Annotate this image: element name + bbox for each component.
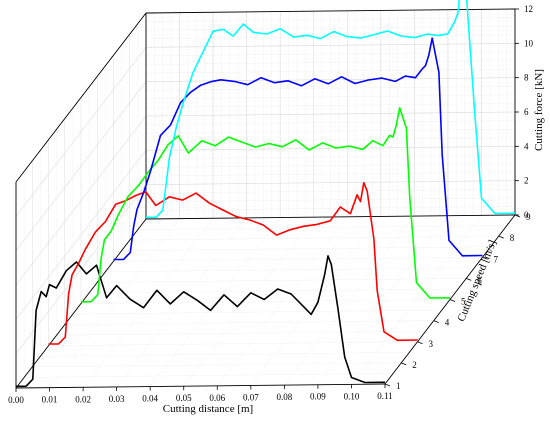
- x-tick-label: 0.01: [42, 395, 58, 405]
- back-wall-fine-gridline: [145, 51, 516, 57]
- z-tick-label: 2: [524, 176, 529, 186]
- y-tick-mark: [466, 278, 472, 281]
- back-wall-fine-gridline: [145, 128, 516, 134]
- y-tick-mark: [449, 299, 456, 302]
- series-line-speed-9: [145, 0, 516, 219]
- floor-gridline: [64, 320, 434, 325]
- back-wall-fine-gridline: [145, 171, 516, 177]
- z-tick-label: 12: [524, 4, 533, 14]
- x-tick-label: 0.02: [75, 394, 91, 404]
- floor-gridline: [32, 362, 402, 368]
- axis-frame-edge: [15, 218, 147, 389]
- back-wall-fine-gridline: [145, 154, 516, 160]
- floor-gridline: [24, 373, 394, 378]
- back-wall-gridline: [145, 77, 516, 82]
- y-tick-mark: [384, 383, 391, 387]
- floor-gridline: [113, 257, 483, 262]
- back-wall-fine-gridline: [145, 60, 516, 65]
- back-wall-fine-gridline: [145, 163, 516, 168]
- series-line-speed-5: [80, 107, 451, 303]
- y-tick-label: 2: [412, 360, 417, 370]
- x-axis-label: Cutting distance [m]: [163, 403, 253, 415]
- back-wall-fine-gridline: [145, 34, 516, 39]
- back-wall-fine-gridline: [145, 25, 516, 31]
- y-tick-mark: [498, 235, 504, 239]
- back-wall-fine-gridline: [145, 189, 516, 194]
- z-tick-label: 10: [524, 38, 534, 48]
- floor-gridline: [97, 278, 467, 283]
- back-wall-fine-gridline: [145, 206, 516, 211]
- back-wall-gridline: [145, 43, 516, 48]
- floor-gridline: [56, 330, 426, 336]
- back-wall-fine-gridline: [145, 137, 516, 142]
- z-tick-label: 0: [524, 210, 529, 220]
- chart-frame: [15, 8, 516, 389]
- axis-frame-edge: [15, 12, 147, 183]
- floor-gridline: [89, 288, 459, 294]
- y-tick-label: 9: [526, 212, 531, 222]
- z-tick-label: 6: [524, 107, 529, 117]
- back-wall-fine-gridline: [145, 86, 516, 91]
- y-tick-mark: [433, 320, 439, 323]
- back-wall-fine-gridline: [145, 120, 516, 125]
- back-wall-gridline: [145, 111, 516, 117]
- x-tick-label: 0.10: [344, 391, 360, 401]
- axis-frame-edge: [145, 214, 516, 220]
- back-wall-fine-gridline: [145, 68, 516, 74]
- series-line-speed-1: [15, 255, 386, 388]
- y-tick-label: 8: [510, 233, 515, 243]
- x-tick-label: 0.00: [8, 395, 24, 405]
- back-wall-fine-gridline: [145, 103, 516, 108]
- x-tick-label: 0.06: [209, 393, 225, 403]
- y-tick-mark: [401, 362, 407, 366]
- y-axis-label: Cutting speed [m/s]: [455, 238, 499, 323]
- floor-gridline: [72, 309, 442, 315]
- x-tick-label: 0.09: [310, 392, 326, 402]
- back-wall-fine-gridline: [145, 17, 516, 22]
- y-tick-label: 5: [461, 297, 466, 307]
- y-tick-mark: [417, 341, 423, 345]
- x-tick-label: 0.04: [142, 394, 158, 404]
- floor-gridline: [40, 352, 410, 357]
- series-line-speed-3: [48, 181, 418, 345]
- x-tick-label: 0.05: [176, 393, 192, 403]
- floor-gridline: [121, 246, 491, 251]
- x-tick-label: 0.07: [243, 392, 259, 402]
- back-wall-gridline: [145, 180, 516, 185]
- floor-gridline: [129, 235, 499, 241]
- back-wall-fine-gridline: [145, 94, 516, 100]
- floor-gridline: [48, 341, 418, 346]
- x-tick-label: 0.11: [377, 391, 392, 401]
- floor-gridline: [137, 225, 507, 230]
- y-tick-label: 4: [445, 318, 450, 328]
- axis-frame-edge: [15, 383, 386, 389]
- back-wall-gridline: [145, 146, 516, 151]
- y-tick-label: 3: [429, 339, 434, 349]
- floor-gridline: [80, 299, 451, 304]
- x-tick-label: 0.08: [276, 392, 292, 402]
- x-tick-label: 0.03: [109, 394, 125, 404]
- chart-series: [15, 0, 516, 388]
- y-tick-mark: [482, 256, 488, 260]
- z-tick-label: 8: [524, 73, 529, 83]
- series-line-speed-7: [113, 37, 483, 261]
- z-tick-label: 4: [524, 141, 529, 151]
- chart-ticks: 0.00 0.01 0.02 0.03 0.04 0.05 0.06 0.07 0.08 0.09…: [8, 4, 533, 405]
- y-tick-label: 7: [494, 254, 499, 264]
- y-tick-label: 1: [396, 381, 401, 391]
- floor-gridline: [105, 267, 475, 273]
- axis-frame-edge: [145, 8, 516, 14]
- y-tick-label: 6: [477, 275, 482, 285]
- z-axis-label: Cutting force [kN]: [533, 69, 545, 151]
